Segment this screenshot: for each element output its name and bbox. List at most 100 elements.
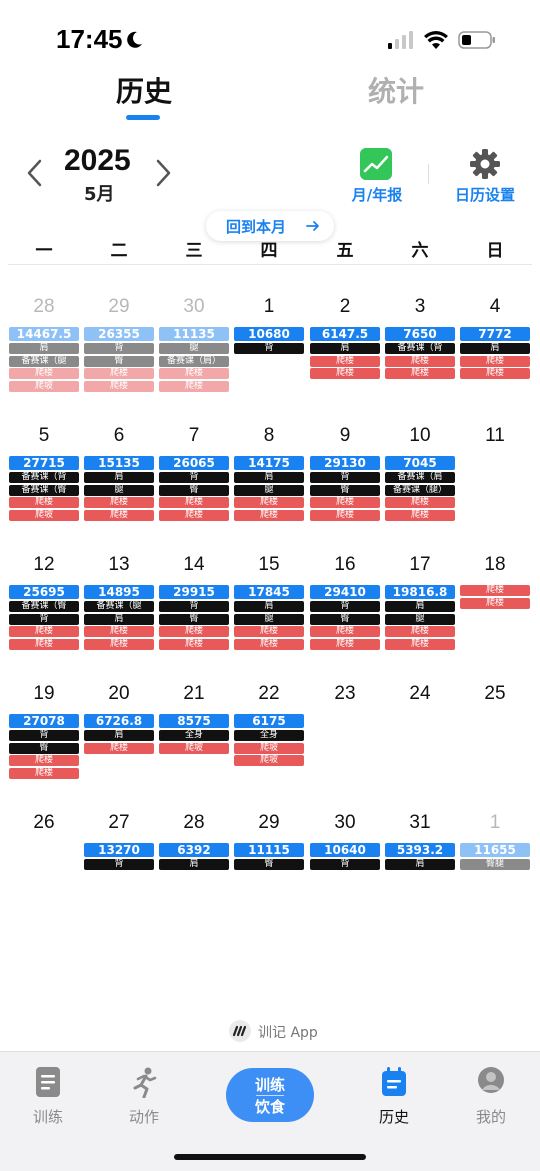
cardio-tag: 爬楼 xyxy=(310,509,380,521)
cardio-tag: 爬楼 xyxy=(159,626,229,637)
cardio-tag: 爬楼 xyxy=(310,626,380,637)
calendar-day[interactable]: 1 10680 背 xyxy=(233,296,305,416)
calendar-day[interactable]: 15 17845 肩腿爬楼 爬楼 xyxy=(233,554,305,674)
cardio-tag: 爬楼 xyxy=(159,509,229,521)
body-part-tag: 臀 xyxy=(310,613,380,625)
train-diet-button[interactable]: 训练 饮食 xyxy=(226,1068,314,1122)
weekday-divider xyxy=(8,264,532,265)
volume-badge: 6392 xyxy=(159,843,229,857)
nav-me[interactable]: 我的 xyxy=(456,1066,526,1130)
body-part-tag: 备赛课（臀 xyxy=(9,601,79,612)
calendar-day[interactable]: 30 11135 腿备赛课（肩） 爬楼 爬楼 xyxy=(158,296,230,416)
calendar-settings-label: 日历设置 xyxy=(454,186,515,204)
calendar-day[interactable]: 6 15135 肩腿爬楼 爬楼 xyxy=(83,425,155,545)
calendar-day[interactable]: 22 6175 全身 爬坡 爬坡 xyxy=(233,683,305,803)
cardio-tag: 爬楼 xyxy=(84,626,154,637)
cardio-tag: 爬楼 xyxy=(84,638,154,650)
body-part-tag: 肩 xyxy=(460,343,530,354)
weekday-label: 二 xyxy=(110,241,128,261)
gear-icon xyxy=(470,149,500,179)
body-part-tag: 臀 xyxy=(159,484,229,496)
calendar-day[interactable]: 25 xyxy=(459,683,531,803)
volume-badge: 8575 xyxy=(159,714,229,728)
calendar-day[interactable]: 1 11655 臀腿 xyxy=(459,812,531,932)
calendar-settings-button[interactable]: 日历设置 xyxy=(450,148,520,206)
body-part-tag: 肩 xyxy=(84,730,154,741)
nav-train[interactable]: 训练 xyxy=(13,1066,83,1130)
calendar-day[interactable]: 29 26355 背臀爬楼 爬楼 xyxy=(83,296,155,416)
weekday-label: 六 xyxy=(411,241,429,261)
calendar-day[interactable]: 18 爬楼 爬楼 xyxy=(459,554,531,674)
cardio-tag: 爬楼 xyxy=(84,742,154,754)
calendar-day[interactable]: 21 8575 全身 爬坡 xyxy=(158,683,230,803)
cardio-tag: 爬楼 xyxy=(84,497,154,508)
calendar-day[interactable]: 14 29915 背臀爬楼 爬楼 xyxy=(158,554,230,674)
calendar-day[interactable]: 17 19816.8 肩腿爬楼 爬楼 xyxy=(384,554,456,674)
calendar-day[interactable]: 10 7045 备赛课（肩 备赛课（腿） 爬楼 爬楼 xyxy=(384,425,456,545)
calendar-day[interactable]: 19 27078 背臀爬楼 爬楼 xyxy=(8,683,80,803)
signal-icon xyxy=(388,31,413,49)
cardio-tag: 爬楼 xyxy=(310,497,380,508)
volume-badge: 14895 xyxy=(84,585,154,599)
cardio-tag: 爬楼 xyxy=(310,638,380,650)
cardio-tag: 爬楼 xyxy=(460,368,530,379)
chevron-left-icon[interactable] xyxy=(24,158,46,188)
month-label: 5月 xyxy=(84,184,115,205)
calendar-day[interactable]: 20 6726.8 肩爬楼 xyxy=(83,683,155,803)
app-brand-label: 训记 App xyxy=(258,1025,318,1041)
calendar-day[interactable]: 29 11115 臀 xyxy=(233,812,305,932)
body-part-tag: 肩 xyxy=(84,613,154,625)
bottom-tab-bar: 训练 动作 训练 饮食 历史 我的 xyxy=(0,1051,540,1171)
calendar-day[interactable]: 31 5393.2 肩 xyxy=(384,812,456,932)
day-number: 10 xyxy=(409,425,431,446)
calendar-day[interactable]: 9 29130 背臀爬楼 爬楼 xyxy=(309,425,381,545)
volume-badge: 17845 xyxy=(234,585,304,599)
calendar-day[interactable]: 16 29410 背臀爬楼 爬楼 xyxy=(309,554,381,674)
volume-badge: 26355 xyxy=(84,327,154,341)
day-number: 1 xyxy=(263,296,275,317)
moon-icon xyxy=(127,31,142,48)
calendar-day[interactable]: 30 10640 背 xyxy=(309,812,381,932)
calendar-day[interactable]: 23 xyxy=(309,683,381,803)
nav-history[interactable]: 历史 xyxy=(359,1066,429,1130)
nav-moves[interactable]: 动作 xyxy=(109,1066,179,1130)
cardio-tag: 爬坡 xyxy=(9,509,79,521)
calendar-day[interactable]: 5 27715 备赛课（背 备赛课（臀 爬楼 爬坡 xyxy=(8,425,80,545)
calendar-day[interactable]: 11 xyxy=(459,425,531,545)
volume-badge: 15135 xyxy=(84,456,154,470)
day-number: 12 xyxy=(33,554,55,575)
cardio-tag: 爬楼 xyxy=(9,626,79,637)
cardio-tag: 爬楼 xyxy=(385,368,455,379)
body-part-tag: 背 xyxy=(84,859,154,870)
calendar-icon xyxy=(382,1067,406,1096)
body-part-tag: 备赛课（臀 xyxy=(9,484,79,496)
calendar-day[interactable]: 7 26065 背臀爬楼 爬楼 xyxy=(158,425,230,545)
report-button[interactable]: 月/年报 xyxy=(344,148,410,206)
calendar-day[interactable]: 26 xyxy=(8,812,80,932)
nav-me-label: 我的 xyxy=(475,1108,506,1126)
body-part-tag: 备赛课（腿） xyxy=(385,484,455,496)
day-number: 17 xyxy=(409,554,431,575)
calendar-day[interactable]: 28 14467.5 肩备赛课（腿 爬楼 爬坡 xyxy=(8,296,80,416)
calendar-day[interactable]: 24 xyxy=(384,683,456,803)
cardio-tag: 爬楼 xyxy=(84,368,154,379)
body-part-tag: 背 xyxy=(234,343,304,354)
calendar-day[interactable]: 2 6147.5 肩爬楼 爬楼 xyxy=(309,296,381,416)
calendar-day[interactable]: 13 14895 备赛课（腿肩爬楼 爬楼 xyxy=(83,554,155,674)
day-number: 28 xyxy=(183,812,205,833)
calendar-day[interactable]: 28 6392 肩 xyxy=(158,812,230,932)
tab-stats[interactable]: 统计 xyxy=(368,75,425,108)
tab-history[interactable]: 历史 xyxy=(116,75,173,108)
day-number: 3 xyxy=(414,296,426,317)
calendar-day[interactable]: 27 13270 背 xyxy=(83,812,155,932)
back-to-month-button[interactable]: 回到本月 xyxy=(206,211,334,241)
cardio-tag: 爬楼 xyxy=(159,497,229,508)
body-part-tag: 肩 xyxy=(84,472,154,483)
calendar-day[interactable]: 3 7650 备赛课（背 爬楼 爬楼 xyxy=(384,296,456,416)
chevron-right-icon[interactable] xyxy=(152,158,174,188)
day-number: 26 xyxy=(33,812,55,833)
calendar-day[interactable]: 8 14175 肩腿爬楼 爬楼 xyxy=(233,425,305,545)
body-part-tag: 备赛课（腿 xyxy=(9,355,79,367)
calendar-day[interactable]: 12 25695 备赛课（臀背爬楼 爬楼 xyxy=(8,554,80,674)
calendar-day[interactable]: 4 7772 肩爬楼 爬楼 xyxy=(459,296,531,416)
